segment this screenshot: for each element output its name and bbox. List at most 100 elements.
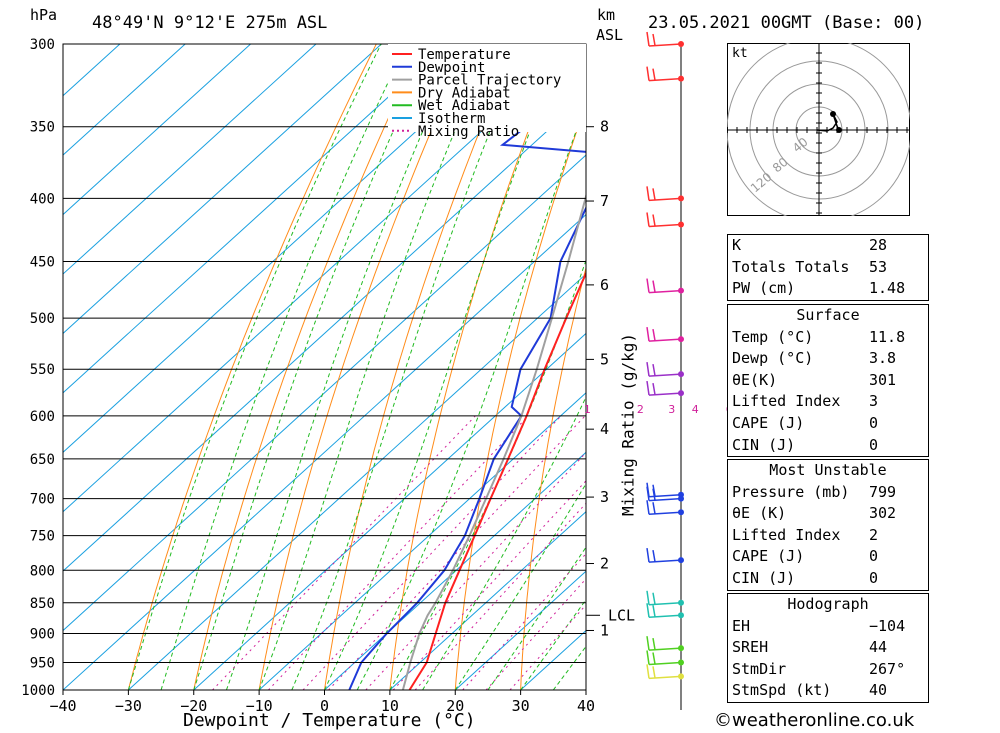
isotherm-line: [389, 511, 586, 690]
pressure-tick-label: 300: [30, 37, 55, 53]
hodograph-mean-dot: [836, 127, 842, 133]
wind-barb-flag: [652, 502, 656, 514]
hodograph-title: Hodograph: [787, 595, 869, 613]
wind-barb-flag: [646, 186, 650, 201]
surface-title: Surface: [796, 306, 860, 324]
wind-barb-flag: [652, 638, 656, 650]
isotherm-line: [63, 44, 382, 335]
km-unit-label: km: [597, 6, 616, 24]
wind-barb-flag: [646, 380, 650, 396]
isotherm-line: [324, 451, 586, 690]
x-tick-label: −30: [115, 697, 142, 715]
isotherm-line: [63, 44, 448, 394]
dry-adiabat-line: [127, 44, 377, 690]
legend-label: Mixing Ratio: [418, 124, 519, 140]
pressure-tick-label: 1000: [21, 683, 55, 699]
index-row-totals: Totals Totals 53: [732, 257, 888, 276]
most-unstable-title: Most Unstable: [769, 461, 887, 479]
wet-adiabat-line: [356, 102, 586, 690]
isotherm-line: [63, 44, 578, 513]
wet-adiabat-line: [454, 482, 586, 690]
legend-label: Wet Adiabat: [418, 98, 511, 114]
index-row-pw: PW (cm) 1.48: [732, 279, 906, 298]
x-tick-label: 0: [320, 697, 329, 715]
legend-label: Dry Adiabat: [418, 85, 511, 101]
pressure-tick-label: 750: [30, 529, 55, 545]
wind-barb: [648, 43, 682, 47]
isotherm-line: [63, 213, 586, 690]
km-tick-label: 7: [600, 192, 609, 210]
hodograph-row: SREH 44: [732, 638, 888, 657]
wind-barb: [648, 661, 682, 666]
indices-table: K 28 Totals Totals 53 PW (cm) 1.48: [727, 234, 929, 301]
isotherm-line: [63, 154, 586, 632]
pressure-tick-label: 700: [30, 492, 55, 508]
wind-barb-flag: [652, 382, 656, 395]
wind-barb: [648, 338, 682, 342]
isotherm-line: [128, 273, 586, 690]
wind-barb-flag: [646, 486, 650, 501]
hodograph-table: Hodograph EH −104 SREH 44 StmDir 267° StmSp…: [727, 593, 929, 703]
mixing-ratio-label: 3: [668, 403, 675, 416]
wet-adiabat-line: [258, 44, 493, 690]
wet-adiabat-line: [291, 44, 527, 690]
pressure-tick-label: 950: [30, 655, 55, 671]
mixing-ratio-label: 2: [637, 403, 644, 416]
most-unstable-row: θE (K) 302: [732, 504, 897, 523]
km-tick-label: 6: [600, 276, 609, 294]
km-tick-label: 5: [600, 350, 609, 368]
mixing-ratio-line: [212, 415, 476, 690]
hodograph-storm-dot: [830, 111, 836, 117]
wind-barb: [648, 647, 682, 651]
most-unstable-table: Most Unstable Pressure (mb) 799 θE (K) 302…: [727, 459, 929, 591]
km-tick-label: 1: [600, 621, 609, 639]
hodograph-row: StmDir 267°: [732, 659, 906, 678]
mixing-ratio-line: [268, 415, 529, 690]
hodograph-unit: kt: [732, 46, 748, 61]
pressure-tick-label: 550: [30, 362, 55, 378]
wind-barb: [648, 559, 682, 563]
wind-barb: [648, 675, 682, 680]
x-tick-label: −20: [180, 697, 207, 715]
mixing-ratio-label: 1: [584, 403, 591, 416]
dry-adiabat-line: [948, 44, 979, 690]
mixing-ratio-label: 4: [692, 403, 699, 416]
mixing-ratio-line: [365, 451, 586, 690]
wind-barb-flag: [646, 650, 650, 665]
wet-adiabat-line: [487, 546, 586, 690]
hodograph-trace: [816, 113, 840, 132]
copyright-footer[interactable]: ©weatheronline.co.uk: [714, 710, 915, 731]
most-unstable-row: Lifted Index 2: [732, 525, 879, 544]
surface-row: CIN (J) 0: [732, 435, 879, 454]
surface-row: CAPE (J) 0: [732, 413, 879, 432]
wet-adiabat-line: [225, 44, 462, 690]
km-tick-label: 2: [600, 555, 609, 573]
x-tick-label: 30: [512, 697, 530, 715]
location-title: 48°49'N 9°12'E 275m ASL: [92, 13, 328, 33]
surface-row: Temp (°C) 11.8: [732, 327, 906, 346]
wet-adiabat-line: [160, 44, 408, 690]
wind-barb-flag: [646, 66, 650, 81]
wind-barb-flag: [646, 664, 650, 679]
x-tick-label: −10: [246, 697, 273, 715]
pressure-tick-label: 450: [30, 255, 55, 271]
isotherm-line: [63, 44, 317, 275]
most-unstable-row: CAPE (J) 0: [732, 547, 879, 566]
temperature-line: [408, 270, 586, 690]
pressure-tick-label: 600: [30, 409, 55, 425]
wind-barb: [648, 373, 682, 377]
mixing-ratio-axis-title: Mixing Ratio (g/kg): [618, 332, 638, 517]
wind-barb-flag: [652, 592, 656, 605]
wind-barb-flag: [652, 33, 656, 46]
mixing-ratio-line: [462, 552, 586, 690]
surface-row: θE(K) 301: [732, 370, 897, 389]
wind-barb-flag: [652, 605, 656, 617]
wind-barb-flag: [652, 188, 656, 200]
x-tick-label: 20: [446, 697, 464, 715]
wind-barb-flag: [652, 280, 656, 293]
parcel-trajectory-line: [401, 192, 586, 690]
x-tick-label: −40: [49, 697, 76, 715]
isotherm-line: [63, 44, 186, 156]
mixing-ratio-line: [485, 578, 586, 690]
km-tick-label: 3: [600, 488, 609, 506]
